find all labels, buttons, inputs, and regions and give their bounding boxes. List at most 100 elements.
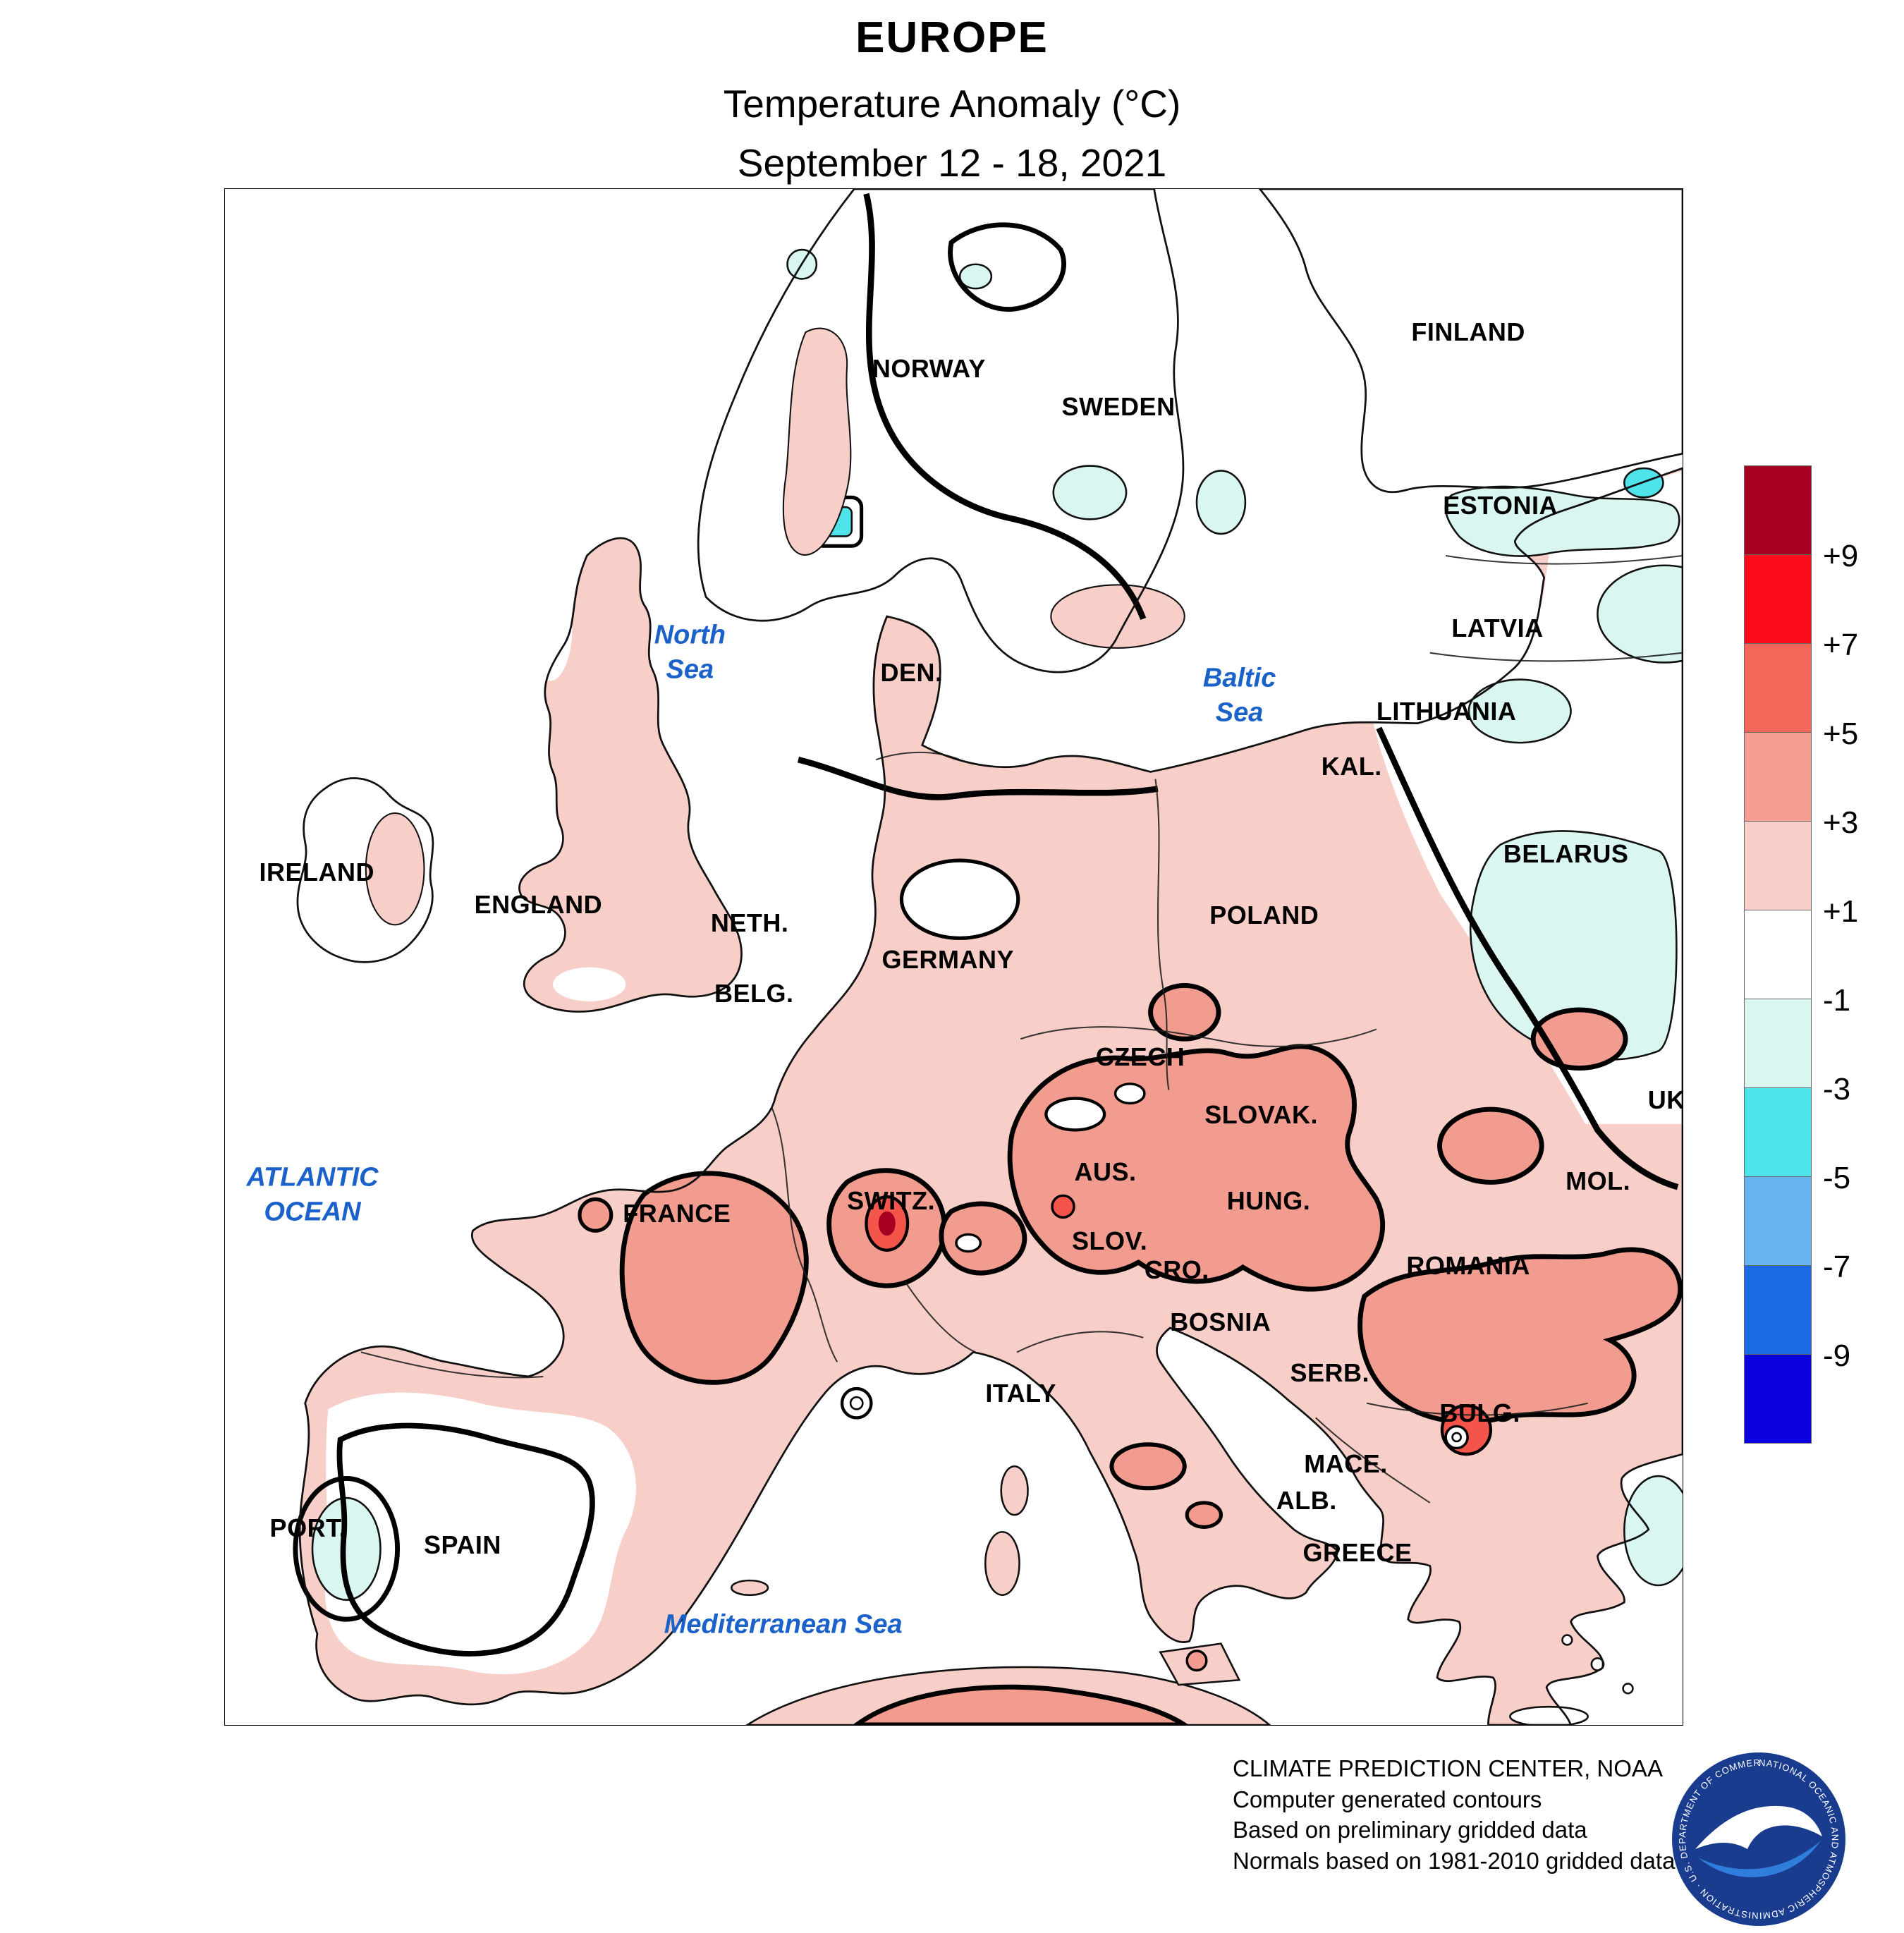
region-title: EUROPE: [855, 13, 1049, 62]
credits-block: CLIMATE PREDICTION CENTER, NOAA Computer…: [1233, 1753, 1675, 1876]
latvia-east-cool-region: [1597, 564, 1683, 664]
balearic-islands: [730, 1579, 769, 1597]
legend-swatch-4: [1744, 821, 1812, 910]
legend-swatch-5: [1744, 910, 1812, 999]
noaa-emblem-circle: [1672, 1752, 1845, 1926]
norway-contour-ring: [948, 222, 1066, 312]
border-france-italy: [904, 1281, 976, 1353]
border-germany-poland: [1154, 779, 1170, 1090]
hot-cores: [840, 1083, 1492, 1456]
legend-swatch-6: [1744, 999, 1812, 1088]
border-balkans: [1315, 1417, 1431, 1504]
east-alps-warm-region: [939, 1201, 1027, 1276]
iberia-neutral-region: [324, 1392, 636, 1675]
metric-subtitle: Temperature Anomaly (°C): [723, 82, 1181, 126]
lithuania-cool-patch: [1467, 678, 1572, 744]
sicily-warm-dot: [1185, 1650, 1208, 1672]
border-romania-bulgaria: [1366, 1402, 1588, 1416]
aegean-island-2: [1622, 1683, 1634, 1695]
date-range: September 12 - 18, 2021: [737, 141, 1167, 185]
alps-neutral-hole: [955, 1233, 982, 1253]
south-italy-warm-dot: [1185, 1501, 1223, 1529]
corsica-island: [1000, 1465, 1029, 1516]
central-italy-warm-patch: [1109, 1442, 1187, 1491]
northeast-romania-warm-patch: [1437, 1106, 1544, 1185]
legend-swatch-3: [1744, 732, 1812, 822]
czech-silesia-warm-lobe: [1148, 983, 1221, 1042]
austria-hot-dot: [1051, 1194, 1075, 1219]
legend-tick-plusminus-1: +1: [1823, 894, 1859, 929]
sweden-east-cool-patch: [1052, 465, 1128, 520]
noaa-sea-shape: [1698, 1841, 1821, 1877]
credit-line-contours: Computer generated contours: [1233, 1786, 1542, 1812]
europe-map-svg: [225, 189, 1683, 1725]
strong-warm-regions: [578, 983, 1683, 1529]
legend-swatch-1: [1744, 554, 1812, 644]
sweden-north-cool-dot: [958, 263, 993, 290]
germany-neutral-patch: [899, 858, 1020, 940]
slovakia-neutral-hole: [1113, 1083, 1146, 1105]
estonia-cool-region: [1444, 485, 1680, 557]
legend-swatch-stack: +9 +7 +5 +3 +1 -1 -3 -5 -7 -9: [1744, 465, 1858, 1444]
border-latvia-lithuania: [1429, 652, 1683, 662]
romania-bulgaria-warm-region: [1357, 1247, 1683, 1425]
south-sweden-warm-patch: [1050, 584, 1185, 649]
border-pyrenees: [360, 1351, 544, 1379]
legend-tick-plusminus-5: +5: [1823, 717, 1859, 751]
northeast-contour-line: [1376, 726, 1679, 1190]
border-czech-poland: [1020, 1026, 1377, 1047]
legend-tick-minus-3: -3: [1823, 1072, 1851, 1106]
noaa-gull-icon: [1695, 1805, 1822, 1849]
thick-zero-contours: [336, 193, 1679, 1657]
legend-tick-minus-9: -9: [1823, 1339, 1851, 1373]
scotland-west-neutral-patch: [528, 571, 573, 681]
credit-line-normals: Normals based on 1981-2010 gridded data: [1233, 1847, 1676, 1874]
legend-tick-plusminus-9: +9: [1823, 539, 1859, 573]
legend-swatch-10: [1744, 1354, 1812, 1444]
africa-coast-strip: [745, 1666, 1271, 1725]
aegean-cool-patch: [1623, 1475, 1683, 1587]
north-africa-strong-warm-strip: [852, 1684, 1190, 1725]
legend-swatch-7: [1744, 1087, 1812, 1177]
portugal-cool-patch: [311, 1496, 382, 1601]
south-england-neutral-patch: [553, 967, 626, 1001]
ireland-east-warm-patch: [365, 812, 425, 926]
aegean-island-3: [1561, 1634, 1573, 1646]
map-title-block: EUROPE Temperature Anomaly (°C) Septembe…: [0, 13, 1904, 185]
noaa-emblem-svg: NATIONAL OCEANIC AND ATMOSPHERIC ADMINIS…: [1672, 1752, 1845, 1926]
legend-swatch-8: [1744, 1176, 1812, 1266]
border-alps-italy: [1016, 1331, 1144, 1353]
gotland-cool-patch: [1195, 470, 1247, 535]
austria-neutral-hole: [1044, 1097, 1106, 1132]
scandinavia-contour-line: [863, 193, 1147, 621]
noaa-logo: NATIONAL OCEANIC AND ATMOSPHERIC ADMINIS…: [1668, 1749, 1849, 1929]
central-france-warm-region: [619, 1171, 809, 1385]
legend-swatch-0: [1744, 465, 1812, 555]
legend-swatch-2: [1744, 643, 1812, 733]
legend-tick-minus-7: -7: [1823, 1250, 1851, 1284]
bulgaria-bullseye-inner: [1451, 1432, 1462, 1443]
portugal-contour-ring: [293, 1476, 401, 1622]
credit-line-agency: CLIMATE PREDICTION CENTER, NOAA: [1233, 1755, 1663, 1781]
country-borders: [360, 554, 1683, 1504]
switzerland-hottest-core: [878, 1211, 896, 1236]
legend-tick-plusminus-7: +7: [1823, 628, 1859, 662]
mild-warm-patches: [365, 327, 1185, 926]
austria-hungary-warm-region: [1007, 1044, 1386, 1292]
border-estonia-latvia: [1445, 554, 1683, 565]
europe-anomaly-map: NORWAY SWEDEN FINLAND ESTONIA LATVIA LITHUANI…: [224, 188, 1683, 1726]
border-france-germany: [771, 1106, 838, 1362]
color-scale-legend: +9 +7 +5 +3 +1 -1 -3 -5 -7 -9: [1744, 465, 1892, 1444]
crete-island: [1509, 1705, 1589, 1725]
credit-line-data: Based on preliminary gridded data: [1233, 1817, 1587, 1843]
west-france-warm-dot: [578, 1197, 614, 1233]
legend-tick-minus-5: -5: [1823, 1161, 1851, 1195]
legend-tick-minus-1: -1: [1823, 983, 1851, 1018]
legend-tick-plusminus-3: +3: [1823, 805, 1859, 840]
norway-coast-warm-strip: [782, 327, 852, 556]
sardinia-island: [984, 1530, 1020, 1597]
legend-swatch-9: [1744, 1265, 1812, 1355]
denmark-contour-line: [797, 757, 1159, 800]
iberia-contour-ring: [336, 1422, 595, 1657]
languedoc-bullseye-inner: [849, 1396, 864, 1410]
